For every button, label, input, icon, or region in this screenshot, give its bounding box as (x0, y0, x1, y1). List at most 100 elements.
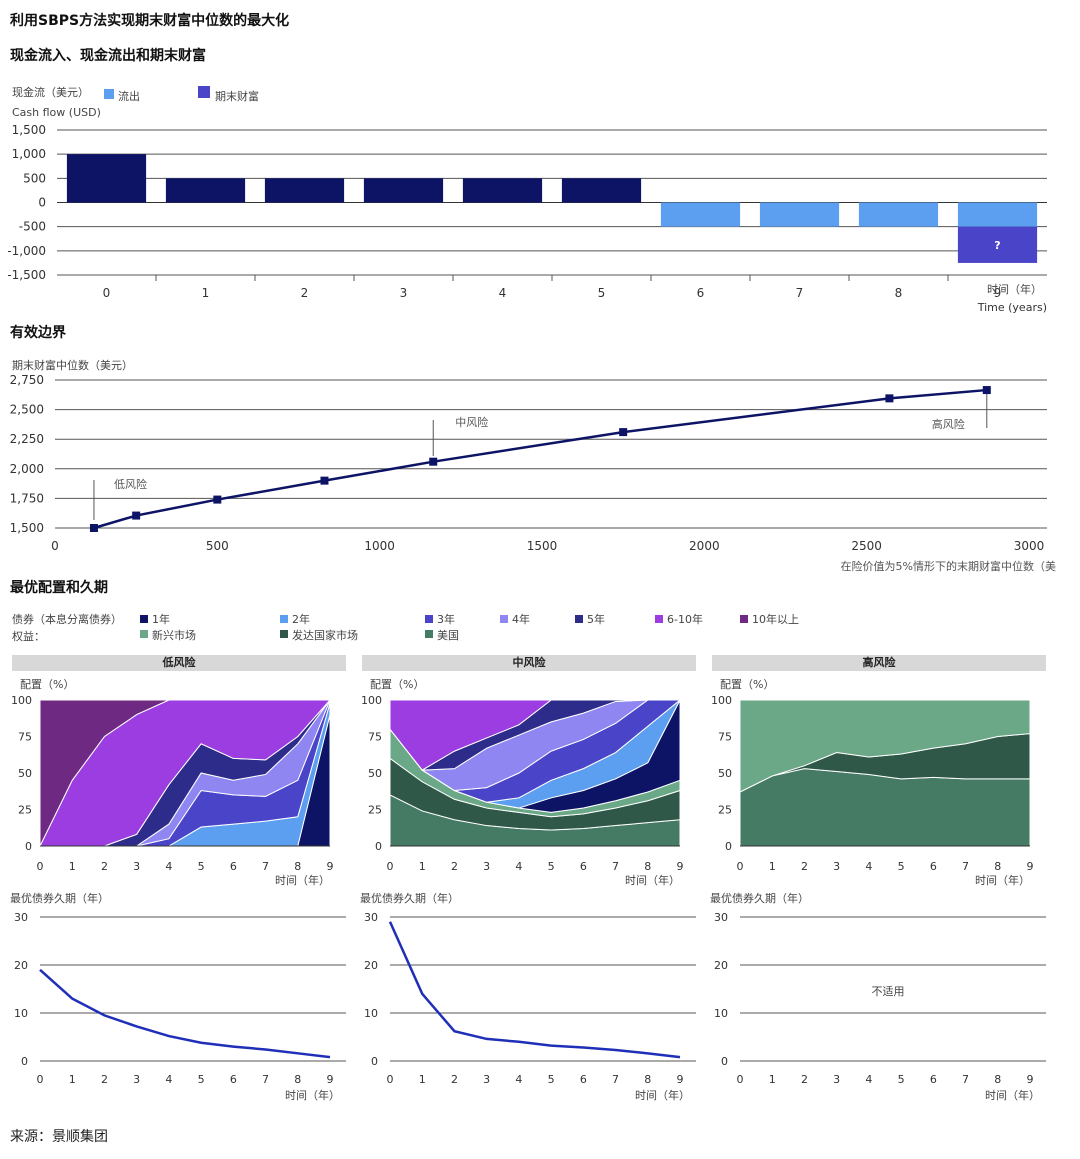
alloc-ytick-label: 50 (368, 767, 382, 780)
alloc-xtick-label: 5 (898, 860, 905, 873)
legend-outflow-swatch (104, 89, 114, 99)
alloc-xtick-label: 7 (962, 860, 969, 873)
alloc-area (39, 699, 330, 847)
cashflow-xtick-label: 3 (400, 286, 408, 300)
legend-bond-label: 2年 (292, 613, 310, 626)
cashflow-bar (462, 178, 543, 203)
panel-header-mid: 中风险 (362, 655, 696, 671)
duration-xtick-label: 2 (801, 1073, 808, 1086)
legend-final-label: 期末财富 (215, 90, 259, 103)
alloc-xlabel: 时间（年） (625, 873, 680, 887)
frontier-xlabel: 在险价值为5%情形下的末期财富中位数（美 (841, 559, 1056, 573)
frontier-line (93, 388, 987, 530)
legend-bond-label: 6-10年 (667, 613, 703, 626)
frontier-point (132, 511, 141, 520)
alloc-xlabel: 时间（年） (275, 873, 330, 887)
legend-bond-swatch (655, 615, 663, 623)
alloc-subtitle: 最优配置和久期 (10, 580, 108, 596)
cashflow-ytick-label: 0 (38, 196, 46, 210)
frontier-xtick-label: 3000 (1014, 539, 1045, 553)
duration-xtick-label: 1 (69, 1073, 76, 1086)
frontier-point (89, 524, 98, 532)
cashflow-bar (759, 202, 840, 227)
alloc-xtick-label: 0 (37, 860, 44, 873)
alloc-xtick-label: 3 (833, 860, 840, 873)
frontier-point (320, 476, 329, 485)
duration-ytick-label: 30 (14, 911, 28, 924)
cashflow-bar (66, 154, 147, 203)
cashflow-xtick-label: 8 (895, 286, 903, 300)
duration-xtick-label: 6 (230, 1073, 237, 1086)
duration-xtick-label: 3 (833, 1073, 840, 1086)
duration-xtick-label: 6 (580, 1073, 587, 1086)
alloc-ytick-label: 75 (18, 731, 32, 744)
alloc-xtick-label: 1 (769, 860, 776, 873)
duration-xlabel: 时间（年） (635, 1088, 690, 1102)
cashflow-bar (363, 178, 444, 203)
cashflow-bar (660, 202, 741, 227)
alloc-area (739, 699, 1031, 793)
duration-line (388, 921, 681, 1059)
panel-header-high: 高风险 (712, 655, 1046, 671)
cashflow-xtick-label: 9 (994, 286, 1002, 300)
alloc-xtick-label: 1 (419, 860, 426, 873)
alloc-ytick-label: 50 (718, 767, 732, 780)
cashflow-subtitle: 现金流入、现金流出和期末财富 (10, 48, 206, 64)
alloc-ytick-label: 25 (18, 804, 32, 817)
frontier-xtick-label: 0 (51, 539, 59, 553)
frontier-subtitle: 有效边界 (10, 325, 66, 341)
legend-bond-swatch (280, 615, 288, 623)
duration-xtick-label: 8 (294, 1073, 301, 1086)
frontier-ytick-label: 2,000 (10, 462, 44, 476)
legend-final-swatch (198, 86, 210, 98)
frontier-point (619, 428, 628, 437)
alloc-xtick-label: 4 (515, 860, 522, 873)
frontier-ytick-label: 2,500 (10, 403, 44, 417)
frontier-point (885, 394, 894, 403)
duration-ytick-label: 30 (364, 911, 378, 924)
alloc-xtick-label: 8 (294, 860, 301, 873)
frontier-chart: 1,500 1,750 2,000 2,250 2,500 2,750 0 500 1000 15… (10, 373, 1056, 573)
legend-bonds-label: 债券（本息分离债券） (12, 613, 122, 626)
legend-equity-label: 权益： (12, 630, 45, 643)
legend-bond-swatch (575, 615, 583, 623)
annotation-low: 低风险 (114, 477, 147, 491)
alloc-xtick-label: 8 (994, 860, 1001, 873)
alloc-ytick-label: 25 (718, 804, 732, 817)
panel-header-low: 低风险 (12, 655, 346, 671)
frontier-xtick-label: 2500 (851, 539, 882, 553)
duration-note: 不适用 (872, 985, 905, 998)
duration-xtick-label: 4 (865, 1073, 872, 1086)
duration-xtick-label: 6 (930, 1073, 937, 1086)
legend-bond-swatch (500, 615, 508, 623)
frontier-point (429, 457, 438, 466)
duration-xtick-label: 7 (262, 1073, 269, 1086)
duration-xlabel: 时间（年） (285, 1088, 340, 1102)
cashflow-xtick-label: 1 (202, 286, 210, 300)
duration-xtick-label: 7 (612, 1073, 619, 1086)
legend-bond-swatch (425, 615, 433, 623)
alloc-ytick-label: 75 (368, 731, 382, 744)
alloc-xtick-label: 3 (133, 860, 140, 873)
duration-xtick-label: 8 (994, 1073, 1001, 1086)
cashflow-xtick-label: 4 (499, 286, 507, 300)
duration-ytick-label: 20 (364, 959, 378, 972)
alloc-xtick-label: 6 (930, 860, 937, 873)
frontier-ytick-label: 1,750 (10, 491, 44, 505)
duration-xtick-label: 5 (548, 1073, 555, 1086)
duration-xtick-label: 5 (898, 1073, 905, 1086)
duration-ytick-label: 10 (364, 1007, 378, 1020)
duration-ytick-label: 0 (21, 1055, 28, 1068)
alloc-ytick-label: 100 (711, 694, 732, 707)
cashflow-xtick-label: 6 (697, 286, 705, 300)
legend-bond-swatch (740, 615, 748, 623)
alloc-ylabel: 配置（%） (370, 678, 424, 691)
alloc-xtick-label: 7 (262, 860, 269, 873)
duration-xtick-label: 3 (133, 1073, 140, 1086)
legend-bond-label: 3年 (437, 613, 455, 626)
alloc-xtick-label: 5 (548, 860, 555, 873)
duration-ylabel: 最优债券久期（年） (10, 891, 109, 905)
final-wealth-label: ? (994, 239, 1000, 252)
